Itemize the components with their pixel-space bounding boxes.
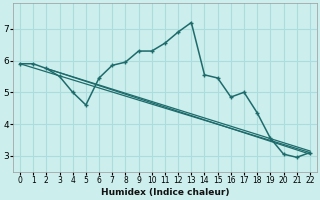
X-axis label: Humidex (Indice chaleur): Humidex (Indice chaleur): [101, 188, 229, 197]
